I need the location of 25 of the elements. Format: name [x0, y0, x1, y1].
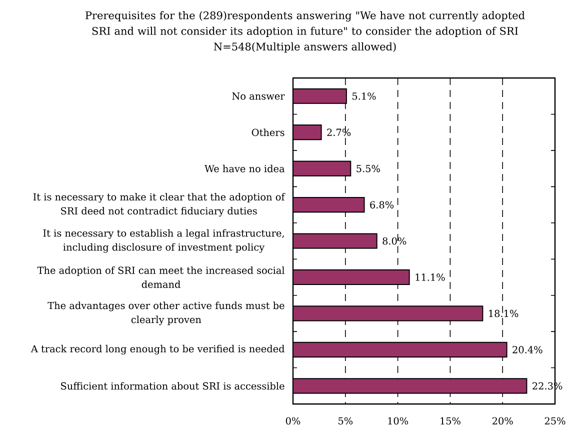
- y-tick-label: No answer: [232, 92, 285, 100]
- y-tick-label: Sufficient information about SRI is accessible: [61, 382, 284, 390]
- x-tick-label: 15%: [440, 417, 460, 425]
- data-label: 2.7%: [327, 128, 351, 136]
- y-tick-label: The advantages over other active funds must be clearly proven: [48, 302, 284, 326]
- data-label: 20.4%: [512, 346, 542, 354]
- x-tick-label: 20%: [492, 417, 513, 425]
- y-tick-label: Others: [252, 128, 284, 136]
- y-tick-label: The adoption of SRI can meet the increased social demand: [37, 266, 285, 288]
- y-tick-label: A track record long enough to be verified is needed: [30, 344, 285, 354]
- x-tick-label: 25%: [544, 417, 566, 425]
- data-label: 8.0%: [382, 237, 406, 245]
- data-label: 11.1%: [416, 274, 445, 281]
- data-label: 6.8%: [370, 201, 394, 208]
- chart-subtitle: N=548(Multiple answers allowed): [214, 42, 396, 53]
- y-tick-label: We have no idea: [204, 164, 285, 172]
- y-tick-label: It is necessary to make it clear that the adoption of SRI deed not contradict fiduciary duties: [33, 193, 286, 217]
- data-label: 18.1%: [489, 310, 518, 318]
- x-tick-label: 10%: [388, 417, 408, 425]
- x-tick-label: 0%: [286, 417, 300, 425]
- chart-title: Prerequisites for the (289)respondents answering "We have not currently adopted SRI and will not consider its adoption in future" to consider the adoption of SRI: [86, 11, 525, 37]
- data-label: 5.1%: [352, 92, 376, 100]
- y-tick-label: It is necessary to establish a legal infrastructure, including disclosure of investment policy: [43, 229, 284, 253]
- x-tick-label: 5%: [338, 417, 353, 425]
- data-label: 5.5%: [356, 164, 380, 172]
